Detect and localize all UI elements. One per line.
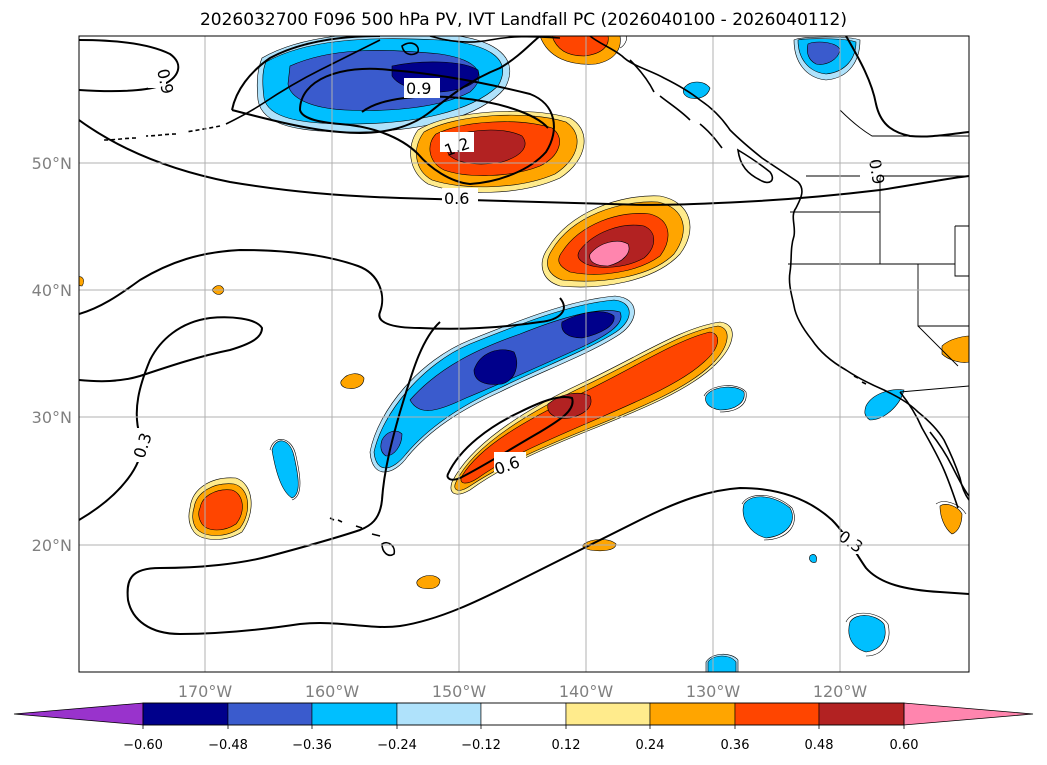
vancouver-island [737, 148, 774, 184]
contour-label: 0.9 [153, 67, 177, 96]
california-nevada-diagonal [917, 325, 959, 367]
contour-1.2 [298, 67, 555, 186]
channel-islands [853, 375, 867, 385]
map-area: 0.9 0.9 1.2 0.6 0.9 0.3 0.6 0.3 [79, 36, 969, 672]
blue-anomaly-central-band [369, 295, 635, 473]
colorbar-segment [480, 702, 567, 726]
colorbar-ticks [142, 725, 905, 729]
contour-0.6-sw [446, 396, 574, 481]
na-west-coastline [589, 36, 969, 501]
colorbar-segment [565, 702, 651, 726]
colorbar-under-triangle [13, 702, 144, 726]
colorbar-segment [311, 702, 398, 726]
lon-label: 170°W [178, 682, 233, 701]
map-frame [78, 35, 970, 673]
colorbar-segment [818, 702, 905, 726]
us-mexico-border [899, 385, 969, 393]
map-title: 2026032700 F096 500 hPa PV, IVT Landfall… [199, 10, 847, 30]
lon-label: 160°W [305, 682, 360, 701]
contour-0.9-inner [361, 95, 549, 129]
colorbar-tick-label: −0.60 [123, 738, 163, 753]
colorbar-segment [649, 702, 736, 726]
lon-label: 150°W [432, 682, 487, 701]
colorbar-tick-label: 0.12 [552, 738, 581, 753]
contour-label: 0.6 [444, 189, 469, 208]
contour-0.9-ne [845, 36, 969, 138]
lat-label: 30°N [32, 408, 72, 427]
contour-0.9-north [231, 36, 541, 134]
contour-label: 0.9 [406, 79, 431, 98]
lat-label: 20°N [32, 536, 72, 555]
colorbar-tick-label: 0.36 [721, 738, 750, 753]
colorbar-tick-label: 0.48 [805, 738, 834, 753]
colorbar-tick-label: −0.48 [208, 738, 248, 753]
colorbar-segment [734, 702, 820, 726]
contour-label: 0.9 [865, 157, 888, 185]
small-anomalies [79, 36, 969, 672]
colorbar-tick-label: −0.12 [461, 738, 501, 753]
gridlines [79, 36, 969, 672]
contour-0.9-west [79, 39, 180, 93]
colorbar-tick-label: 0.60 [890, 738, 919, 753]
latitude-labels: 50°N 40°N 30°N 20°N [32, 154, 72, 555]
baja-peninsula [899, 391, 959, 509]
alaska-south-coast [429, 36, 561, 43]
colorbar-tick-label: −0.36 [292, 738, 332, 753]
colorbar-tick-label: −0.24 [377, 738, 417, 753]
longitude-labels: 170°W 160°W 150°W 140°W 130°W 120°W [178, 682, 868, 701]
colorbar: −0.60 −0.48 −0.36 −0.24 −0.12 0.12 0.24 … [13, 702, 1034, 753]
colorbar-tick-label: 0.24 [636, 738, 665, 753]
lat-label: 50°N [32, 154, 72, 173]
contour-0.6-big [79, 119, 969, 206]
red-anomaly-sw-band [450, 321, 733, 495]
montana-border [954, 225, 969, 277]
colorbar-segment [142, 702, 229, 726]
lon-label: 130°W [686, 682, 741, 701]
lon-label: 120°W [813, 682, 868, 701]
lat-label: 40°N [32, 281, 72, 300]
aleutian-islands [103, 125, 221, 141]
red-anomaly-ne-pacific [541, 195, 691, 288]
kodiak-island [401, 42, 420, 56]
contour-0.3-main [79, 248, 565, 330]
contour-0.3-center [126, 321, 969, 636]
colorbar-over-triangle [903, 702, 1034, 726]
colorbar-segment [227, 702, 313, 726]
lon-label: 140°W [559, 682, 614, 701]
colorbar-segment [396, 702, 482, 726]
gulf-of-california-coast [929, 431, 969, 497]
